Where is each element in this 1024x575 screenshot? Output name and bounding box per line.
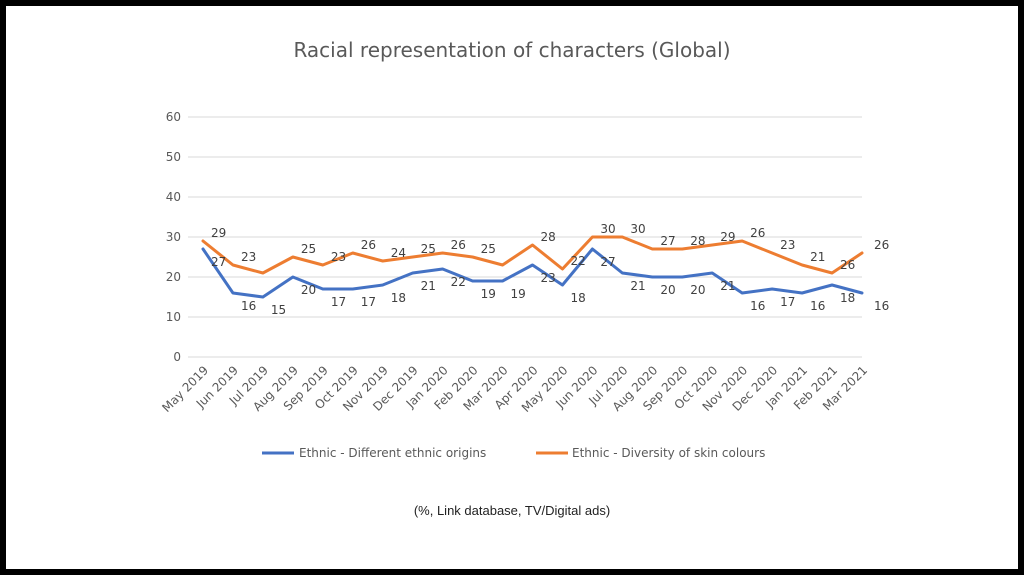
data-label: 26 [750,226,765,240]
data-label: 26 [840,258,855,272]
data-label: 23 [331,250,346,264]
data-label: 21 [630,279,645,293]
data-label: 16 [810,299,825,313]
y-tick-label: 10 [166,310,181,324]
data-label: 17 [331,295,346,309]
series-line-2 [201,235,864,275]
data-label: 24 [391,246,406,260]
data-label: 22 [570,254,585,268]
data-label: 28 [690,234,705,248]
data-label: 25 [481,242,496,256]
data-label: 29 [211,226,226,240]
data-label: 28 [541,230,556,244]
data-label: 15 [271,303,286,317]
data-label: 17 [780,295,795,309]
data-label: 25 [301,242,316,256]
data-label: 27 [211,255,226,269]
y-tick-label: 30 [166,230,181,244]
data-label: 18 [391,291,406,305]
data-label: 27 [660,234,675,248]
data-label: 19 [511,287,526,301]
chart-frame [6,6,1018,569]
data-label: 29 [720,230,735,244]
data-label: 19 [481,287,496,301]
y-tick-label: 50 [166,150,181,164]
y-tick-label: 20 [166,270,181,284]
data-label: 17 [361,295,376,309]
data-label: 23 [780,238,795,252]
data-label: 30 [600,222,615,236]
legend-label: Ethnic - Diversity of skin colours [572,446,765,460]
data-label: 25 [421,242,436,256]
data-label: 30 [630,222,645,236]
y-tick-label: 60 [166,110,181,124]
data-label: 16 [874,299,889,313]
data-label: 21 [720,279,735,293]
data-label: 16 [750,299,765,313]
data-label: 20 [660,283,675,297]
data-label: 21 [421,279,436,293]
data-label: 18 [570,291,585,305]
series-line-1 [201,247,864,299]
data-label: 20 [301,283,316,297]
data-label: 16 [241,299,256,313]
legend-label: Ethnic - Different ethnic origins [299,446,486,460]
data-label: 20 [690,283,705,297]
source-note: (%, Link database, TV/Digital ads) [413,503,611,518]
y-tick-label: 0 [173,350,181,364]
data-label: 26 [874,238,889,252]
data-label: 23 [241,250,256,264]
data-label: 21 [810,250,825,264]
data-label: 23 [541,271,556,285]
data-label: 27 [600,255,615,269]
data-label: 18 [840,291,855,305]
data-label: 22 [451,275,466,289]
chart-title: Racial representation of characters (Glo… [293,38,731,62]
data-label: 26 [451,238,466,252]
y-tick-label: 40 [166,190,181,204]
data-label: 26 [361,238,376,252]
